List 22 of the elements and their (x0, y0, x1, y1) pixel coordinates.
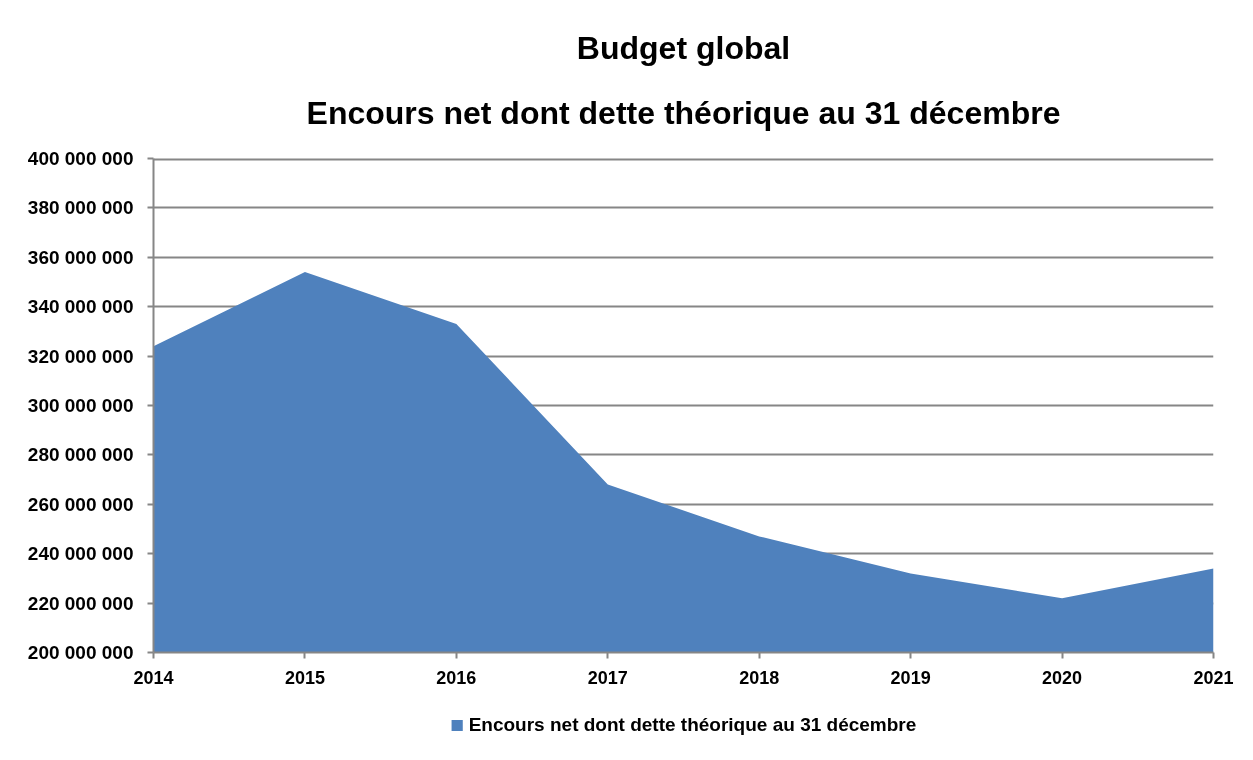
y-tick-label: 200 000 000 (27, 642, 134, 663)
x-tick-label: 2020 (1042, 667, 1083, 688)
x-tick-label: 2018 (739, 667, 780, 688)
y-tick-label: 400 000 000 (27, 148, 134, 169)
y-tick-label: 300 000 000 (27, 395, 134, 416)
x-tick-label: 2014 (133, 667, 174, 688)
x-tick-label: 2016 (436, 667, 477, 688)
y-tick-label: 340 000 000 (27, 296, 134, 318)
chart-title: Budget global (576, 29, 791, 66)
y-tick-label: 260 000 000 (27, 493, 134, 515)
y-tick-label: 360 000 000 (27, 246, 134, 268)
chart-subtitle: Encours net dont dette théorique au 31 décembre (306, 95, 1061, 131)
y-tick-label: 240 000 000 (27, 543, 134, 565)
y-tick-label: 280 000 000 (27, 444, 134, 466)
x-tick-label: 2015 (284, 667, 325, 688)
y-tick-label: 220 000 000 (27, 592, 134, 614)
y-tick-label: 380 000 000 (27, 197, 134, 219)
x-tick-label: 2021 (1193, 667, 1234, 688)
x-tick-label: 2019 (890, 667, 931, 688)
y-tick-label: 320 000 000 (27, 345, 134, 367)
x-tick-label: 2017 (587, 667, 628, 688)
legend-label: Encours net dont dette théorique au 31 décembre (468, 714, 917, 736)
